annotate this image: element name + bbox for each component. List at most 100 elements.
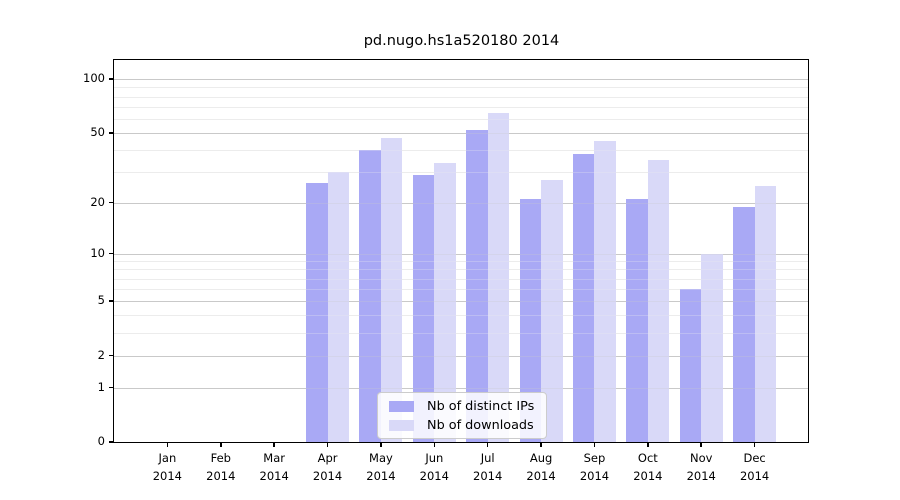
gridline-7 [114, 278, 808, 280]
bar-may-distinct-ips [359, 150, 381, 442]
x-tick-nov [700, 442, 703, 447]
bar-apr-downloads [327, 172, 350, 442]
gridline-90 [114, 87, 808, 89]
bar-nov-distinct-ips [679, 289, 702, 442]
y-label-50: 50 [90, 124, 105, 139]
gridline-3 [114, 333, 808, 335]
legend: Nb of distinct IPs Nb of downloads [377, 392, 547, 439]
y-tick-0 [109, 441, 114, 443]
gridline-80 [114, 96, 808, 98]
gridline-100 [114, 79, 808, 81]
x-tick-jul [486, 442, 489, 447]
bar-dec-distinct-ips [733, 206, 755, 442]
x-label-jul: Jul 2014 [473, 451, 503, 483]
bar-oct-downloads [647, 160, 670, 442]
x-tick-aug [540, 442, 542, 447]
bar-jun-distinct-ips [412, 174, 435, 442]
bar-jul-downloads [487, 112, 510, 442]
gridline-4 [114, 315, 808, 317]
gridline-5 [114, 301, 808, 303]
legend-item-distinct-ips: Nb of distinct IPs [386, 398, 538, 414]
y-tick-100 [109, 78, 114, 81]
bar-aug-distinct-ips [519, 199, 542, 442]
x-label-apr: Apr 2014 [312, 451, 343, 483]
bar-nov-downloads [701, 253, 723, 442]
bar-aug-downloads [541, 180, 563, 442]
x-label-sep: Sep 2014 [579, 451, 610, 483]
y-label-1: 1 [97, 379, 105, 394]
x-label-jan: Jan 2014 [152, 451, 183, 483]
gridline-70 [114, 106, 808, 108]
gridline-60 [114, 118, 808, 120]
bar-may-downloads [380, 137, 403, 442]
gridline-40 [114, 150, 808, 152]
legend-label-distinct-ips: Nb of distinct IPs [427, 398, 535, 414]
legend-swatch-downloads [389, 419, 414, 431]
y-label-100: 100 [83, 71, 105, 86]
bar-apr-distinct-ips [306, 182, 328, 442]
bar-oct-distinct-ips [626, 199, 648, 442]
gridline-6 [114, 289, 808, 291]
bar-dec-downloads [754, 185, 777, 442]
y-tick-20 [109, 201, 114, 204]
gridline-30 [114, 172, 808, 174]
x-label-jun: Jun 2014 [419, 451, 449, 483]
gridline-10 [114, 253, 808, 255]
x-label-may: May 2014 [366, 451, 396, 483]
gridline-10 [114, 253, 808, 255]
gridline-20 [114, 202, 808, 204]
y-label-2: 2 [97, 347, 105, 362]
gridline-90 [114, 87, 808, 89]
y-label-0: 0 [97, 434, 105, 448]
gridline-1 [114, 387, 808, 389]
y-label-20: 20 [90, 194, 105, 209]
x-tick-sep [593, 442, 596, 447]
x-tick-apr [326, 442, 329, 447]
chart-title: pd.nugo.hs1a520180 2014 [363, 33, 560, 49]
gridline-50 [114, 132, 808, 134]
gridline-8 [114, 269, 808, 271]
gridline-7 [114, 278, 808, 280]
y-label-10: 10 [90, 245, 105, 260]
gridline-9 [114, 261, 808, 262]
gridline-30 [114, 172, 808, 174]
bar-sep-distinct-ips [572, 154, 595, 442]
legend-swatch-distinct-ips [389, 400, 414, 412]
legend-label-downloads: Nb of downloads [427, 417, 534, 433]
gridline-4 [114, 315, 808, 317]
y-tick-50 [109, 132, 114, 134]
legend-item-downloads: Nb of downloads [386, 417, 538, 433]
y-label-5: 5 [97, 293, 105, 308]
bar-sep-downloads [594, 141, 616, 442]
bar-jun-downloads [434, 162, 456, 442]
gridline-70 [114, 106, 808, 108]
x-label-dec: Dec 2014 [739, 451, 770, 483]
x-label-aug: Aug 2014 [526, 451, 556, 483]
x-tick-may [380, 442, 382, 447]
plot-area: Nb of distinct IPs Nb of downloads Jan 20… [83, 59, 809, 483]
y-tick-5 [109, 300, 114, 302]
x-tick-mar [273, 442, 275, 447]
gridline-20 [114, 202, 808, 204]
y-tick-1 [109, 386, 114, 389]
gridline-6 [114, 289, 808, 291]
x-tick-jan [166, 442, 169, 447]
gridline-100 [114, 79, 808, 81]
gridline-60 [114, 118, 808, 120]
x-label-oct: Oct 2014 [633, 451, 663, 483]
gridline-5 [114, 301, 808, 303]
bar-jul-distinct-ips [466, 129, 488, 442]
x-tick-dec [753, 442, 756, 447]
gridline-8 [114, 269, 808, 271]
y-tick-10 [109, 252, 114, 255]
gridline-40 [114, 150, 808, 152]
x-label-feb: Feb 2014 [206, 451, 236, 483]
y-tick-2 [109, 354, 114, 357]
x-tick-feb [219, 442, 222, 447]
x-label-nov: Nov 2014 [686, 451, 716, 483]
gridline-2 [114, 355, 808, 357]
x-label-mar: Mar 2014 [259, 451, 289, 483]
gridline-2 [114, 355, 808, 357]
x-tick-jun [433, 442, 436, 447]
